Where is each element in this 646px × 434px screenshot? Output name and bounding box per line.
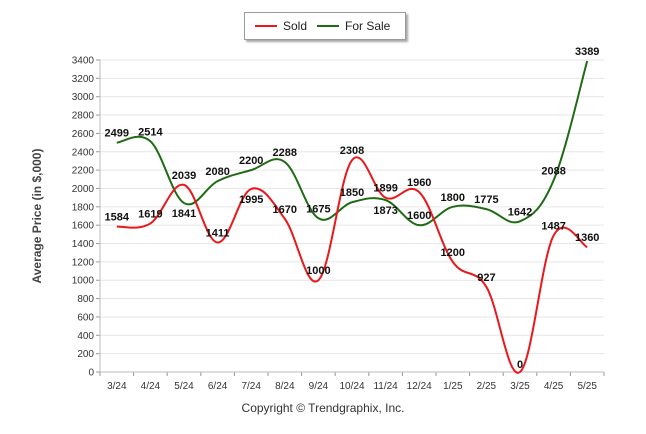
legend: Sold For Sale [244, 12, 406, 40]
y-tick-label: 1400 [72, 239, 95, 250]
data-label: 1960 [407, 177, 431, 189]
y-tick-label: 3200 [72, 74, 95, 85]
data-label: 1800 [441, 192, 465, 204]
y-axis-label: Average Price (in $,000) [30, 149, 44, 284]
x-tick-label: 10/24 [339, 381, 364, 392]
data-label: 0 [517, 359, 523, 371]
y-tick-labels: 0 200 400 600 800 1000 1200 1400 1600 1800 2000 220… [72, 56, 95, 379]
series-line-sold [116, 156, 588, 374]
y-tick-label: 2200 [72, 166, 95, 177]
data-label: 1899 [373, 183, 397, 195]
data-label: 1995 [239, 194, 263, 206]
data-label: 1600 [407, 210, 431, 222]
y-tick-label: 1000 [72, 276, 95, 287]
x-tick-label: 8/24 [275, 381, 295, 392]
y-tick-label: 3400 [72, 56, 95, 67]
data-label: 1584 [105, 212, 130, 224]
series-lines [116, 60, 589, 374]
y-tick-label: 1200 [72, 257, 95, 268]
series-line-for-sale [116, 60, 589, 227]
x-tick-label: 2/25 [477, 381, 497, 392]
data-label: 2039 [172, 170, 196, 182]
y-tick-label: 2400 [72, 147, 95, 158]
data-label: 2080 [205, 166, 229, 178]
data-label: 1619 [138, 208, 162, 220]
data-label: 2514 [138, 126, 163, 138]
y-tick-label: 0 [88, 368, 94, 379]
data-label: 1873 [373, 205, 397, 217]
sold-line-swatch [255, 25, 277, 27]
copyright-text: Copyright © Trendgraphix, Inc. [241, 401, 405, 415]
data-label: 927 [477, 272, 495, 284]
x-tick-label: 5/24 [174, 381, 194, 392]
y-tick-label: 1600 [72, 221, 95, 232]
x-tick-label: 6/24 [208, 381, 228, 392]
x-tick-label: 4/25 [544, 381, 564, 392]
x-tick-label: 3/25 [510, 381, 530, 392]
data-label: 1642 [508, 206, 532, 218]
data-label: 1850 [340, 187, 364, 199]
x-tick-label: 7/24 [241, 381, 261, 392]
x-tick-label: 11/24 [373, 381, 398, 392]
y-tick-label: 600 [77, 312, 94, 323]
data-label: 2499 [105, 128, 129, 140]
data-label: 1841 [172, 208, 196, 220]
for-sale-line-swatch [317, 25, 339, 27]
y-tick-label: 3000 [72, 92, 95, 103]
y-tick-label: 2600 [72, 129, 95, 140]
data-label: 1000 [306, 265, 330, 277]
data-label: 1670 [273, 204, 297, 216]
x-tick-label: 5/25 [577, 381, 597, 392]
y-tick-label: 2000 [72, 184, 95, 195]
data-label: 2088 [541, 165, 565, 177]
x-tick-label: 1/25 [443, 381, 463, 392]
data-labels: 1584 1619 2039 1411 1995 1670 1000 2308 1899 1960… [105, 46, 600, 371]
x-tick-labels: 3/24 4/24 5/24 6/24 7/24 8/24 9/24 10/24 11/24 12… [107, 381, 597, 392]
data-label: 3389 [575, 46, 599, 58]
legend-label-sold: Sold [283, 19, 308, 33]
data-label: 2288 [273, 147, 297, 159]
data-label: 1487 [541, 221, 565, 233]
data-label: 1200 [441, 247, 465, 259]
x-tick-label: 4/24 [141, 381, 161, 392]
y-tick-label: 1800 [72, 202, 95, 213]
data-label: 2200 [239, 155, 263, 167]
data-label: 1360 [575, 232, 599, 244]
x-tick-label: 3/24 [107, 381, 127, 392]
data-label: 1775 [474, 194, 498, 206]
y-tick-label: 2800 [72, 111, 95, 122]
data-label: 2308 [340, 145, 364, 157]
y-tick-label: 200 [77, 349, 94, 360]
data-label: 1675 [306, 203, 330, 215]
grid-lines [100, 59, 604, 373]
x-tick-label: 12/24 [407, 381, 432, 392]
data-label: 1411 [206, 228, 230, 240]
legend-label-for-sale: For Sale [345, 19, 391, 33]
x-tick-label: 9/24 [309, 381, 329, 392]
y-tick-label: 800 [77, 294, 94, 305]
y-tick-label: 400 [77, 331, 94, 342]
